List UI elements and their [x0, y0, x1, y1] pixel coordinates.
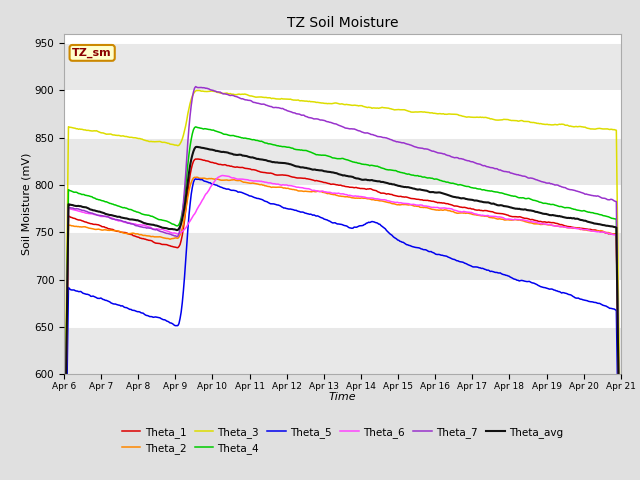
- X-axis label: Time: Time: [328, 393, 356, 402]
- Title: TZ Soil Moisture: TZ Soil Moisture: [287, 16, 398, 30]
- Theta_4: [326, 154, 333, 159]
- Theta_2: [393, 202, 401, 207]
- Theta_7: [192, 84, 200, 89]
- Theta_4: [362, 162, 370, 168]
- Theta_avg: [518, 206, 525, 212]
- Bar: [64, 327, 621, 374]
- Theta_1: [393, 193, 401, 199]
- Theta_5: [326, 218, 333, 224]
- Theta_7: [362, 130, 370, 136]
- Theta_3: [329, 100, 337, 106]
- Bar: [64, 138, 621, 185]
- Theta_6: [219, 173, 227, 179]
- Theta_avg: [193, 144, 200, 150]
- Theta_6: [605, 230, 612, 236]
- Theta_avg: [326, 169, 333, 175]
- Text: TZ_sm: TZ_sm: [72, 48, 112, 58]
- Theta_6: [518, 217, 525, 223]
- Theta_7: [518, 173, 525, 179]
- Bar: [64, 232, 621, 280]
- Theta_5: [362, 220, 370, 226]
- Theta_4: [605, 214, 612, 220]
- Theta_3: [326, 101, 333, 107]
- Theta_5: [393, 236, 401, 242]
- Theta_5: [605, 305, 612, 311]
- Theta_4: [518, 195, 525, 201]
- Theta_7: [326, 120, 333, 125]
- Theta_avg: [393, 182, 401, 188]
- Line: Theta_5: Theta_5: [64, 179, 621, 480]
- Line: Theta_avg: Theta_avg: [64, 147, 621, 480]
- Theta_1: [329, 181, 337, 187]
- Theta_3: [393, 107, 401, 112]
- Theta_1: [326, 181, 333, 187]
- Theta_avg: [605, 223, 612, 229]
- Theta_avg: [362, 177, 370, 182]
- Theta_5: [329, 220, 337, 226]
- Theta_1: [194, 156, 202, 162]
- Theta_3: [605, 126, 612, 132]
- Theta_2: [605, 230, 612, 236]
- Theta_4: [393, 168, 401, 174]
- Theta_3: [518, 118, 525, 123]
- Theta_2: [362, 196, 370, 202]
- Theta_7: [329, 120, 337, 126]
- Bar: [64, 43, 621, 90]
- Theta_3: [193, 87, 200, 93]
- Line: Theta_1: Theta_1: [64, 159, 621, 480]
- Theta_6: [393, 200, 401, 205]
- Theta_6: [326, 190, 333, 195]
- Theta_4: [329, 155, 337, 161]
- Theta_1: [605, 231, 612, 237]
- Line: Theta_6: Theta_6: [64, 176, 621, 480]
- Theta_2: [193, 174, 200, 180]
- Line: Theta_3: Theta_3: [64, 90, 621, 480]
- Line: Theta_4: Theta_4: [64, 127, 621, 480]
- Theta_4: [192, 124, 200, 130]
- Theta_3: [362, 105, 370, 110]
- Theta_1: [518, 215, 525, 220]
- Theta_2: [329, 192, 337, 197]
- Theta_avg: [329, 169, 337, 175]
- Theta_5: [518, 277, 525, 283]
- Line: Theta_7: Theta_7: [64, 86, 621, 480]
- Theta_2: [518, 217, 525, 223]
- Theta_5: [192, 176, 200, 182]
- Y-axis label: Soil Moisture (mV): Soil Moisture (mV): [22, 153, 32, 255]
- Legend: Theta_1, Theta_2, Theta_3, Theta_4, Theta_5, Theta_6, Theta_7, Theta_avg: Theta_1, Theta_2, Theta_3, Theta_4, Thet…: [118, 422, 567, 458]
- Theta_1: [362, 186, 370, 192]
- Line: Theta_2: Theta_2: [64, 177, 621, 480]
- Theta_6: [329, 191, 337, 196]
- Theta_6: [362, 195, 370, 201]
- Theta_7: [605, 197, 612, 203]
- Theta_2: [326, 191, 333, 196]
- Theta_7: [393, 139, 401, 144]
